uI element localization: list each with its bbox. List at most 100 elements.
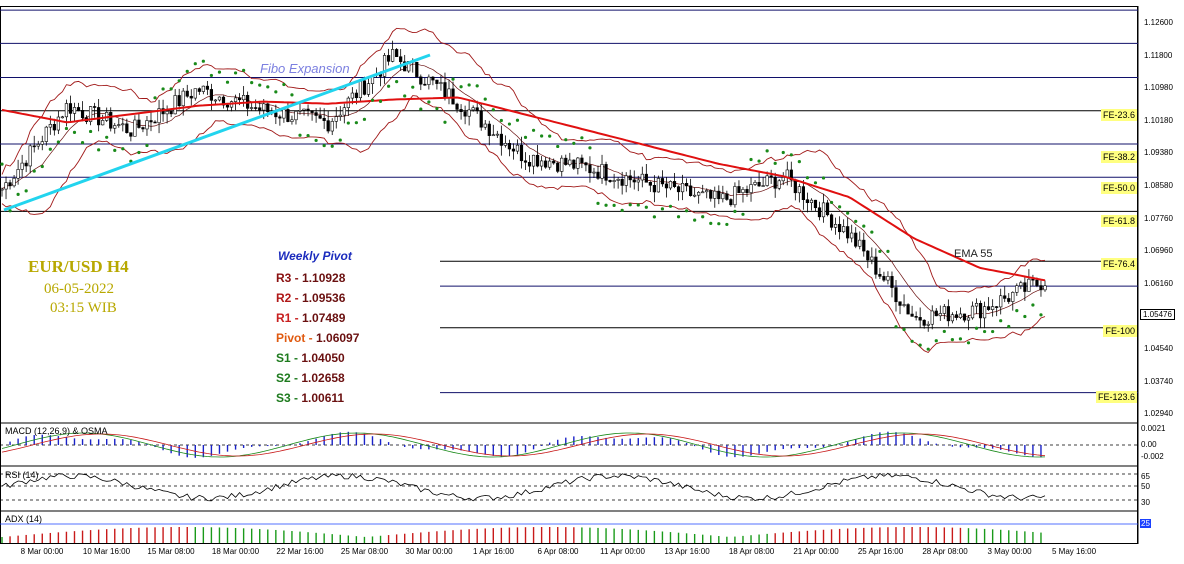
price-tick: 1.07760: [1144, 213, 1173, 223]
sar-dot: [1031, 303, 1035, 307]
sar-dot: [926, 347, 930, 351]
rsi-line: [1, 472, 1046, 502]
candle-body: [181, 90, 185, 107]
sar-dot: [499, 118, 503, 123]
candle-body: [1039, 285, 1043, 291]
candle-body: [741, 189, 745, 194]
candle-body: [1003, 295, 1007, 299]
candle-body: [1035, 279, 1039, 286]
candle-body: [995, 306, 999, 308]
candle-body: [757, 182, 761, 187]
sar-dot: [250, 80, 254, 85]
candle-body: [761, 185, 765, 187]
candle-body: [342, 107, 346, 116]
candle-body: [572, 159, 576, 169]
candle-body: [338, 114, 342, 117]
pivot-row: S3 - 1.00611: [276, 391, 344, 405]
candle-body: [185, 90, 189, 97]
sar-dot: [701, 215, 705, 219]
sar-dot: [266, 85, 270, 89]
sar-dot: [531, 128, 536, 132]
sar-dot: [652, 215, 656, 219]
candle-body: [197, 88, 201, 92]
sar-dot: [354, 121, 358, 125]
candle-body: [902, 304, 906, 306]
candle-body: [725, 193, 729, 200]
candle-body: [519, 144, 524, 162]
fe-label: FE-76.4: [1100, 258, 1137, 270]
time-tick: 18 Apr 08:00: [728, 547, 775, 556]
sar-dot: [773, 161, 777, 165]
candle-body: [854, 232, 858, 247]
sar-dot: [378, 99, 383, 103]
candle-body: [495, 133, 499, 136]
sar-dot: [1023, 314, 1027, 319]
ema-55-line: [1, 96, 1046, 282]
adx-label: ADX (14): [5, 514, 43, 524]
candle-body: [982, 306, 987, 319]
candle-body: [471, 107, 475, 111]
pivot-row-label: R1 -: [276, 311, 303, 325]
sar-dot: [596, 201, 600, 205]
time-tick: 25 Apr 16:00: [857, 547, 904, 556]
candle-body: [1043, 285, 1047, 291]
chart-frame: [0, 6, 1138, 544]
candle-body: [113, 125, 117, 129]
sar-dot: [523, 135, 528, 139]
sar-dot: [934, 339, 938, 343]
candle-body: [16, 169, 20, 179]
candle-body: [701, 191, 705, 194]
sar-dot: [258, 83, 262, 87]
candle-body: [511, 148, 516, 152]
sar-dot: [838, 205, 842, 209]
sar-dot: [515, 118, 520, 122]
candle-body: [560, 157, 564, 172]
candle-body: [636, 179, 640, 183]
candle-body: [503, 143, 507, 146]
sar-dot: [427, 100, 431, 104]
candle-body: [423, 83, 427, 86]
sar-dot: [64, 126, 69, 131]
candle-body: [145, 120, 149, 130]
sar-dot: [628, 203, 632, 207]
sar-dot: [564, 138, 568, 142]
sar-dot: [717, 222, 721, 226]
sar-dot: [958, 337, 963, 341]
sar-dot: [217, 70, 222, 74]
candle-body: [72, 107, 77, 114]
sar-dot: [475, 84, 479, 88]
candle-body: [737, 186, 741, 194]
candle-body: [262, 103, 266, 111]
candle-body: [588, 164, 592, 174]
time-tick: 30 Mar 00:00: [405, 547, 453, 556]
candle-body: [318, 115, 322, 119]
candle-body: [101, 120, 105, 126]
candle-body: [592, 171, 596, 174]
candle-body: [237, 97, 242, 101]
candle-body: [314, 112, 318, 116]
candle-body: [109, 112, 113, 129]
price-tick: 1.10980: [1144, 83, 1173, 93]
candle-body: [813, 199, 818, 209]
candle-body: [362, 80, 367, 95]
pivot-row-label: S2 -: [276, 371, 302, 385]
sar-dot: [991, 329, 995, 334]
candle-body: [209, 89, 214, 101]
candle-body: [1019, 282, 1023, 286]
candle-body: [435, 79, 439, 84]
sar-dot: [870, 230, 874, 234]
sar-dot: [411, 85, 415, 89]
candle-body: [600, 164, 604, 179]
pivot-row-value: 1.00611: [301, 391, 345, 405]
sar-dot: [789, 153, 793, 157]
sar-dot: [242, 68, 246, 72]
sar-dot: [8, 209, 12, 213]
candle-body: [217, 96, 222, 101]
candle-body: [479, 110, 483, 128]
sar-dot: [966, 341, 971, 345]
candle-body: [1015, 285, 1019, 293]
candle-body: [201, 85, 205, 92]
pivot-row-value: 1.04050: [301, 351, 345, 365]
candle-body: [415, 61, 419, 78]
